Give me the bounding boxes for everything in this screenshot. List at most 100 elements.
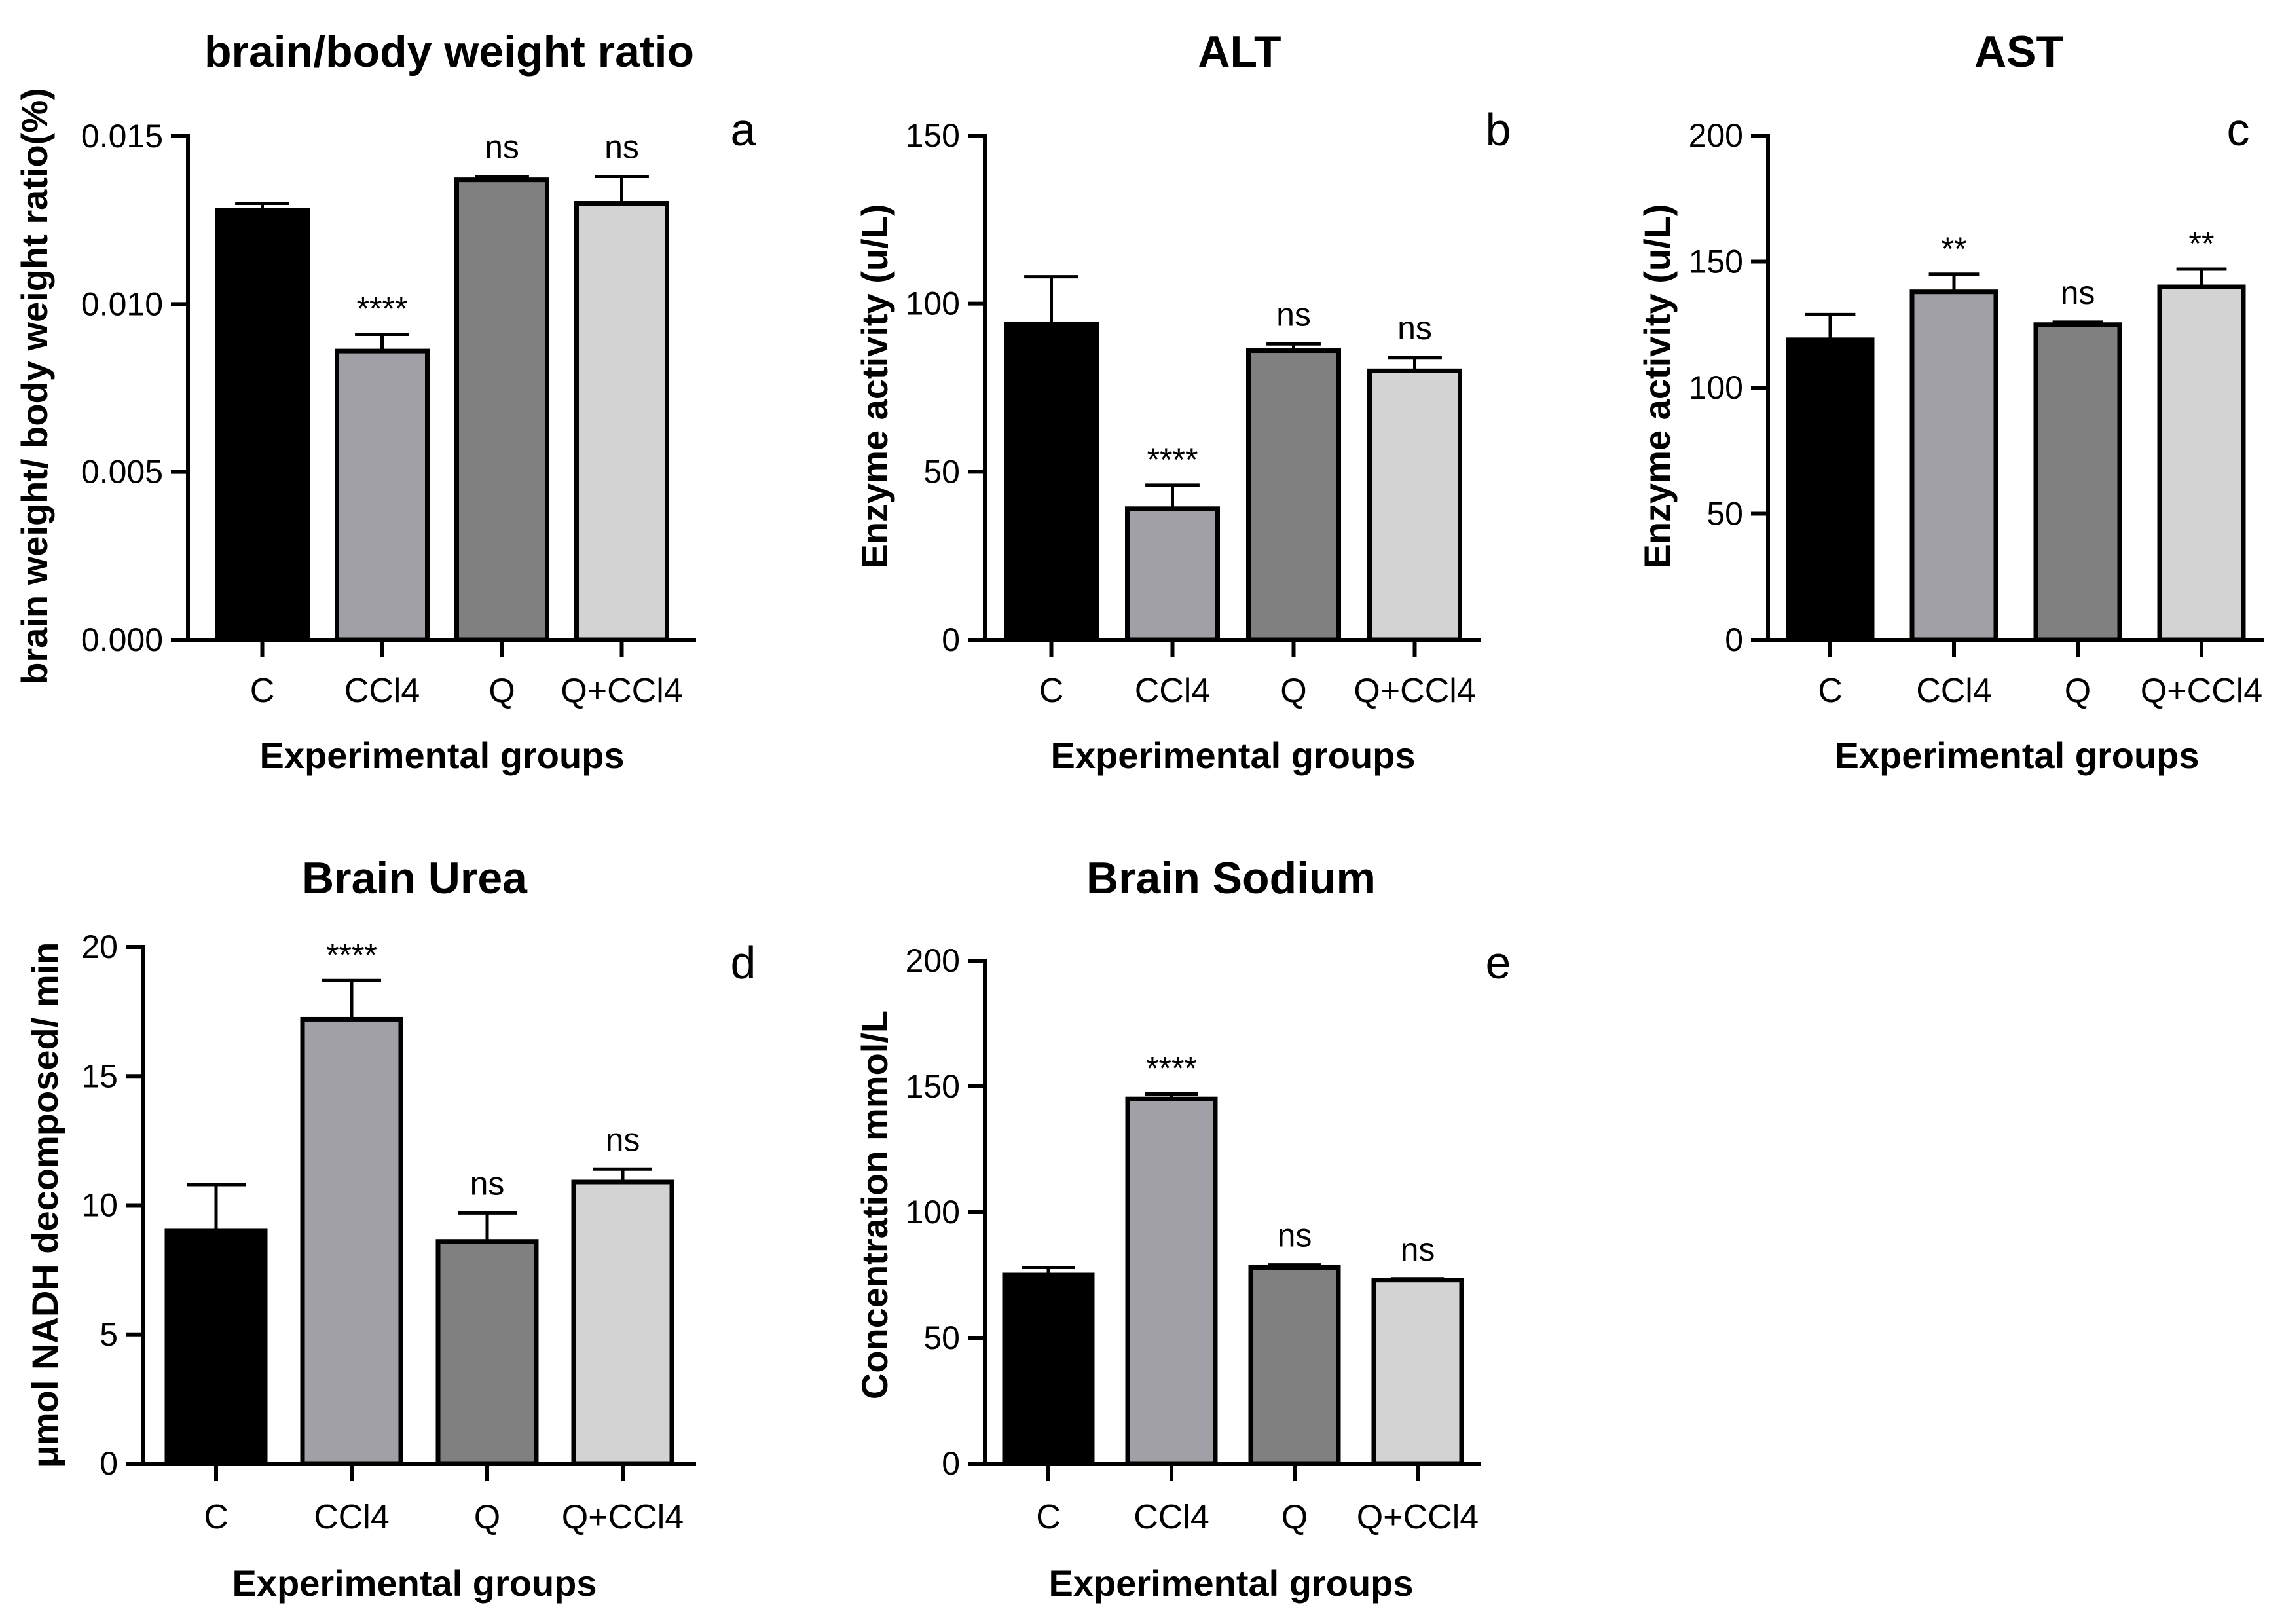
panel-letter: e [1486,937,1511,988]
category-label: Q+CCl4 [561,672,682,710]
x-axis-label: Experimental groups [1834,735,2199,776]
x-axis-label: Experimental groups [259,735,624,776]
bar-d-1 [300,1016,403,1466]
significance-label: **** [357,290,408,327]
category-label: Q+CCl4 [2141,672,2262,710]
significance-label: ns [1397,310,1432,346]
bar-d-3 [571,1179,674,1466]
y-tick-label: 150 [906,117,960,154]
y-tick-label: 100 [1689,369,1743,406]
bar-b-0 [1004,321,1099,642]
category-label: CCl4 [314,1498,390,1536]
significance-label: ns [1401,1231,1435,1268]
y-axis-label: Enzyme activity (u/L) [1636,204,1678,568]
y-tick-label: 0.000 [81,621,163,658]
y-axis-label: Enzyme activity (u/L) [854,204,895,568]
category-label: C [1036,1498,1061,1536]
category-label: CCl4 [1133,1498,1209,1536]
y-axis-label: Concentration mmol/L [854,1010,895,1399]
bar-a-1 [335,348,430,642]
category-label: Q [2065,672,2091,710]
significance-label: ** [1942,231,1967,267]
bar-c-3 [2157,284,2246,642]
category-label: C [250,672,275,710]
y-tick-label: 150 [1689,244,1743,280]
y-tick-label: 200 [1689,117,1743,154]
category-label: Q [474,1498,500,1536]
x-axis-label: Experimental groups [232,1562,597,1604]
bar-a-0 [215,208,310,642]
panel-letter: b [1486,104,1511,155]
bar-b-2 [1246,348,1341,642]
category-label: Q+CCl4 [562,1498,684,1536]
category-label: Q+CCl4 [1354,672,1475,710]
y-tick-label: 0.015 [81,118,163,155]
y-tick-label: 200 [906,942,960,979]
significance-label: ns [1276,296,1311,333]
significance-label: **** [1146,1050,1197,1087]
panel-d: Brain Urea d Experimental groups μmol NADH … [24,853,756,1604]
category-label: CCl4 [1916,672,1992,710]
category-label: Q [488,672,515,710]
category-label: Q+CCl4 [1357,1498,1479,1536]
y-tick-label: 15 [81,1058,118,1094]
y-tick-label: 50 [1706,496,1743,532]
bar-b-1 [1125,506,1220,642]
y-tick-label: 100 [906,286,960,322]
y-tick-label: 50 [923,1320,960,1356]
category-label: Q [1281,1498,1308,1536]
y-tick-label: 50 [923,453,960,490]
bar-e-0 [1002,1272,1095,1466]
category-label: C [1039,672,1064,710]
category-label: CCl4 [344,672,420,710]
y-tick-label: 150 [906,1068,960,1105]
panel-letter: c [2227,104,2250,155]
chart-title: ALT [1198,27,1281,77]
bar-e-1 [1125,1096,1218,1466]
significance-label: ns [2061,274,2095,311]
significance-label: ns [470,1165,505,1202]
panel-b: ALT b Experimental groups Enzyme activity (… [854,27,1511,776]
chart-title: brain/body weight ratio [204,27,694,77]
bar-b-3 [1367,368,1462,642]
y-tick-label: 20 [81,929,118,965]
y-tick-label: 0 [100,1445,118,1482]
bar-d-2 [435,1239,539,1466]
bar-c-1 [1909,289,1998,642]
category-label: Q [1280,672,1306,710]
significance-label: **** [326,936,377,973]
y-tick-label: 0 [942,621,960,658]
chart-title: AST [1974,27,2063,77]
bar-c-0 [1786,337,1875,642]
x-axis-label: Experimental groups [1050,735,1415,776]
significance-label: ns [1278,1217,1312,1254]
significance-label: ns [485,129,519,166]
bar-a-3 [574,201,669,642]
y-tick-label: 100 [906,1194,960,1230]
significance-label: ** [2189,225,2215,262]
bar-e-2 [1248,1264,1341,1466]
category-label: C [1818,672,1843,710]
y-axis-label: μmol NADH decomposed/ min [24,942,65,1468]
significance-label: ns [604,129,639,166]
significance-label: ns [606,1121,640,1158]
panel-letter: d [731,937,756,988]
significance-label: **** [1147,441,1198,478]
y-axis-label: brain weight/ body weight ratio(%) [14,88,55,685]
y-tick-label: 0 [1725,621,1743,658]
bar-d-0 [164,1228,268,1466]
panel-a: brain/body weight ratio a Experimental gro… [14,27,756,776]
panel-letter: a [731,104,756,155]
bar-e-3 [1371,1278,1464,1466]
y-tick-label: 0.010 [81,286,163,322]
y-tick-label: 5 [100,1316,118,1353]
x-axis-label: Experimental groups [1048,1562,1413,1604]
category-label: CCl4 [1135,672,1211,710]
bar-c-2 [2033,322,2122,642]
y-tick-label: 0 [942,1445,960,1482]
y-tick-label: 10 [81,1187,118,1224]
panel-c: AST c Experimental groups Enzyme activity (… [1636,27,2264,776]
category-label: C [204,1498,229,1536]
panel-e: Brain Sodium e Experimental groups Concentr… [854,853,1511,1604]
